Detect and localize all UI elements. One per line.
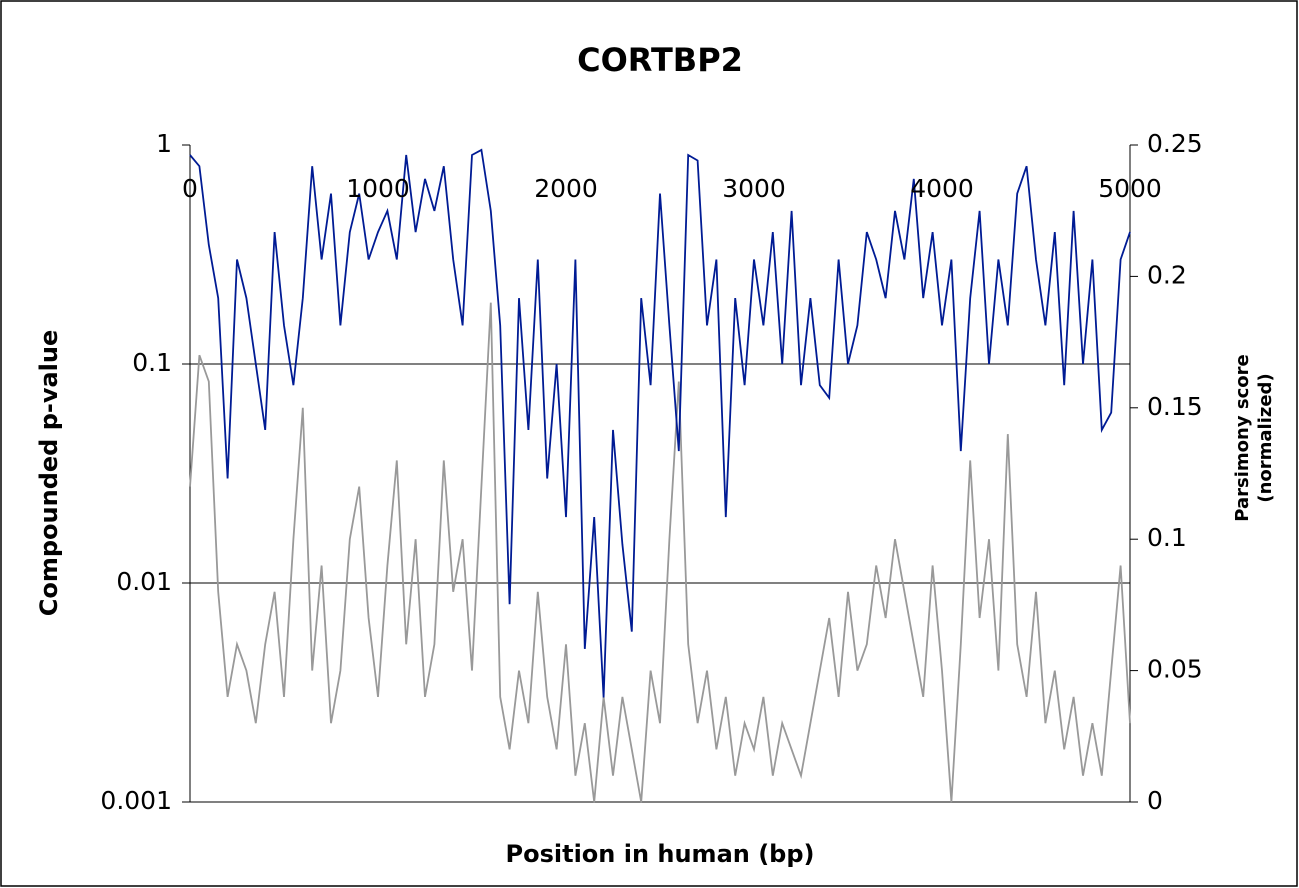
y2-tick-label: 0.1: [1147, 523, 1187, 552]
y-tick-label: 0.001: [100, 786, 172, 815]
y2-tick-label: 0.05: [1147, 655, 1203, 684]
y-tick-label: 0.1: [132, 348, 172, 377]
y2-axis-label: (normalized): [1255, 373, 1276, 502]
y2-tick-label: 0.2: [1147, 260, 1187, 289]
series-line: [189, 148, 1131, 698]
y2-tick-label: 0.25: [1147, 129, 1203, 158]
x-tick-label: 4000: [910, 174, 974, 203]
x-tick-label: 0: [182, 174, 198, 203]
x-tick-label: 1000: [346, 174, 410, 203]
y2-tick-label: 0: [1147, 786, 1163, 815]
y-tick-label: 1: [156, 129, 172, 158]
y2-axis-label: Parsimony score: [1232, 354, 1253, 521]
x-tick-label: 3000: [722, 174, 786, 203]
y-axis-label: Compounded p-value: [35, 330, 63, 617]
y2-tick-label: 0.15: [1147, 392, 1203, 421]
chart-title: CORTBP2: [577, 41, 743, 79]
y-tick-label: 0.01: [116, 567, 172, 596]
x-axis-label: Position in human (bp): [506, 840, 815, 868]
x-tick-label: 5000: [1098, 174, 1162, 203]
x-tick-label: 2000: [534, 174, 598, 203]
series-line: [189, 302, 1131, 803]
